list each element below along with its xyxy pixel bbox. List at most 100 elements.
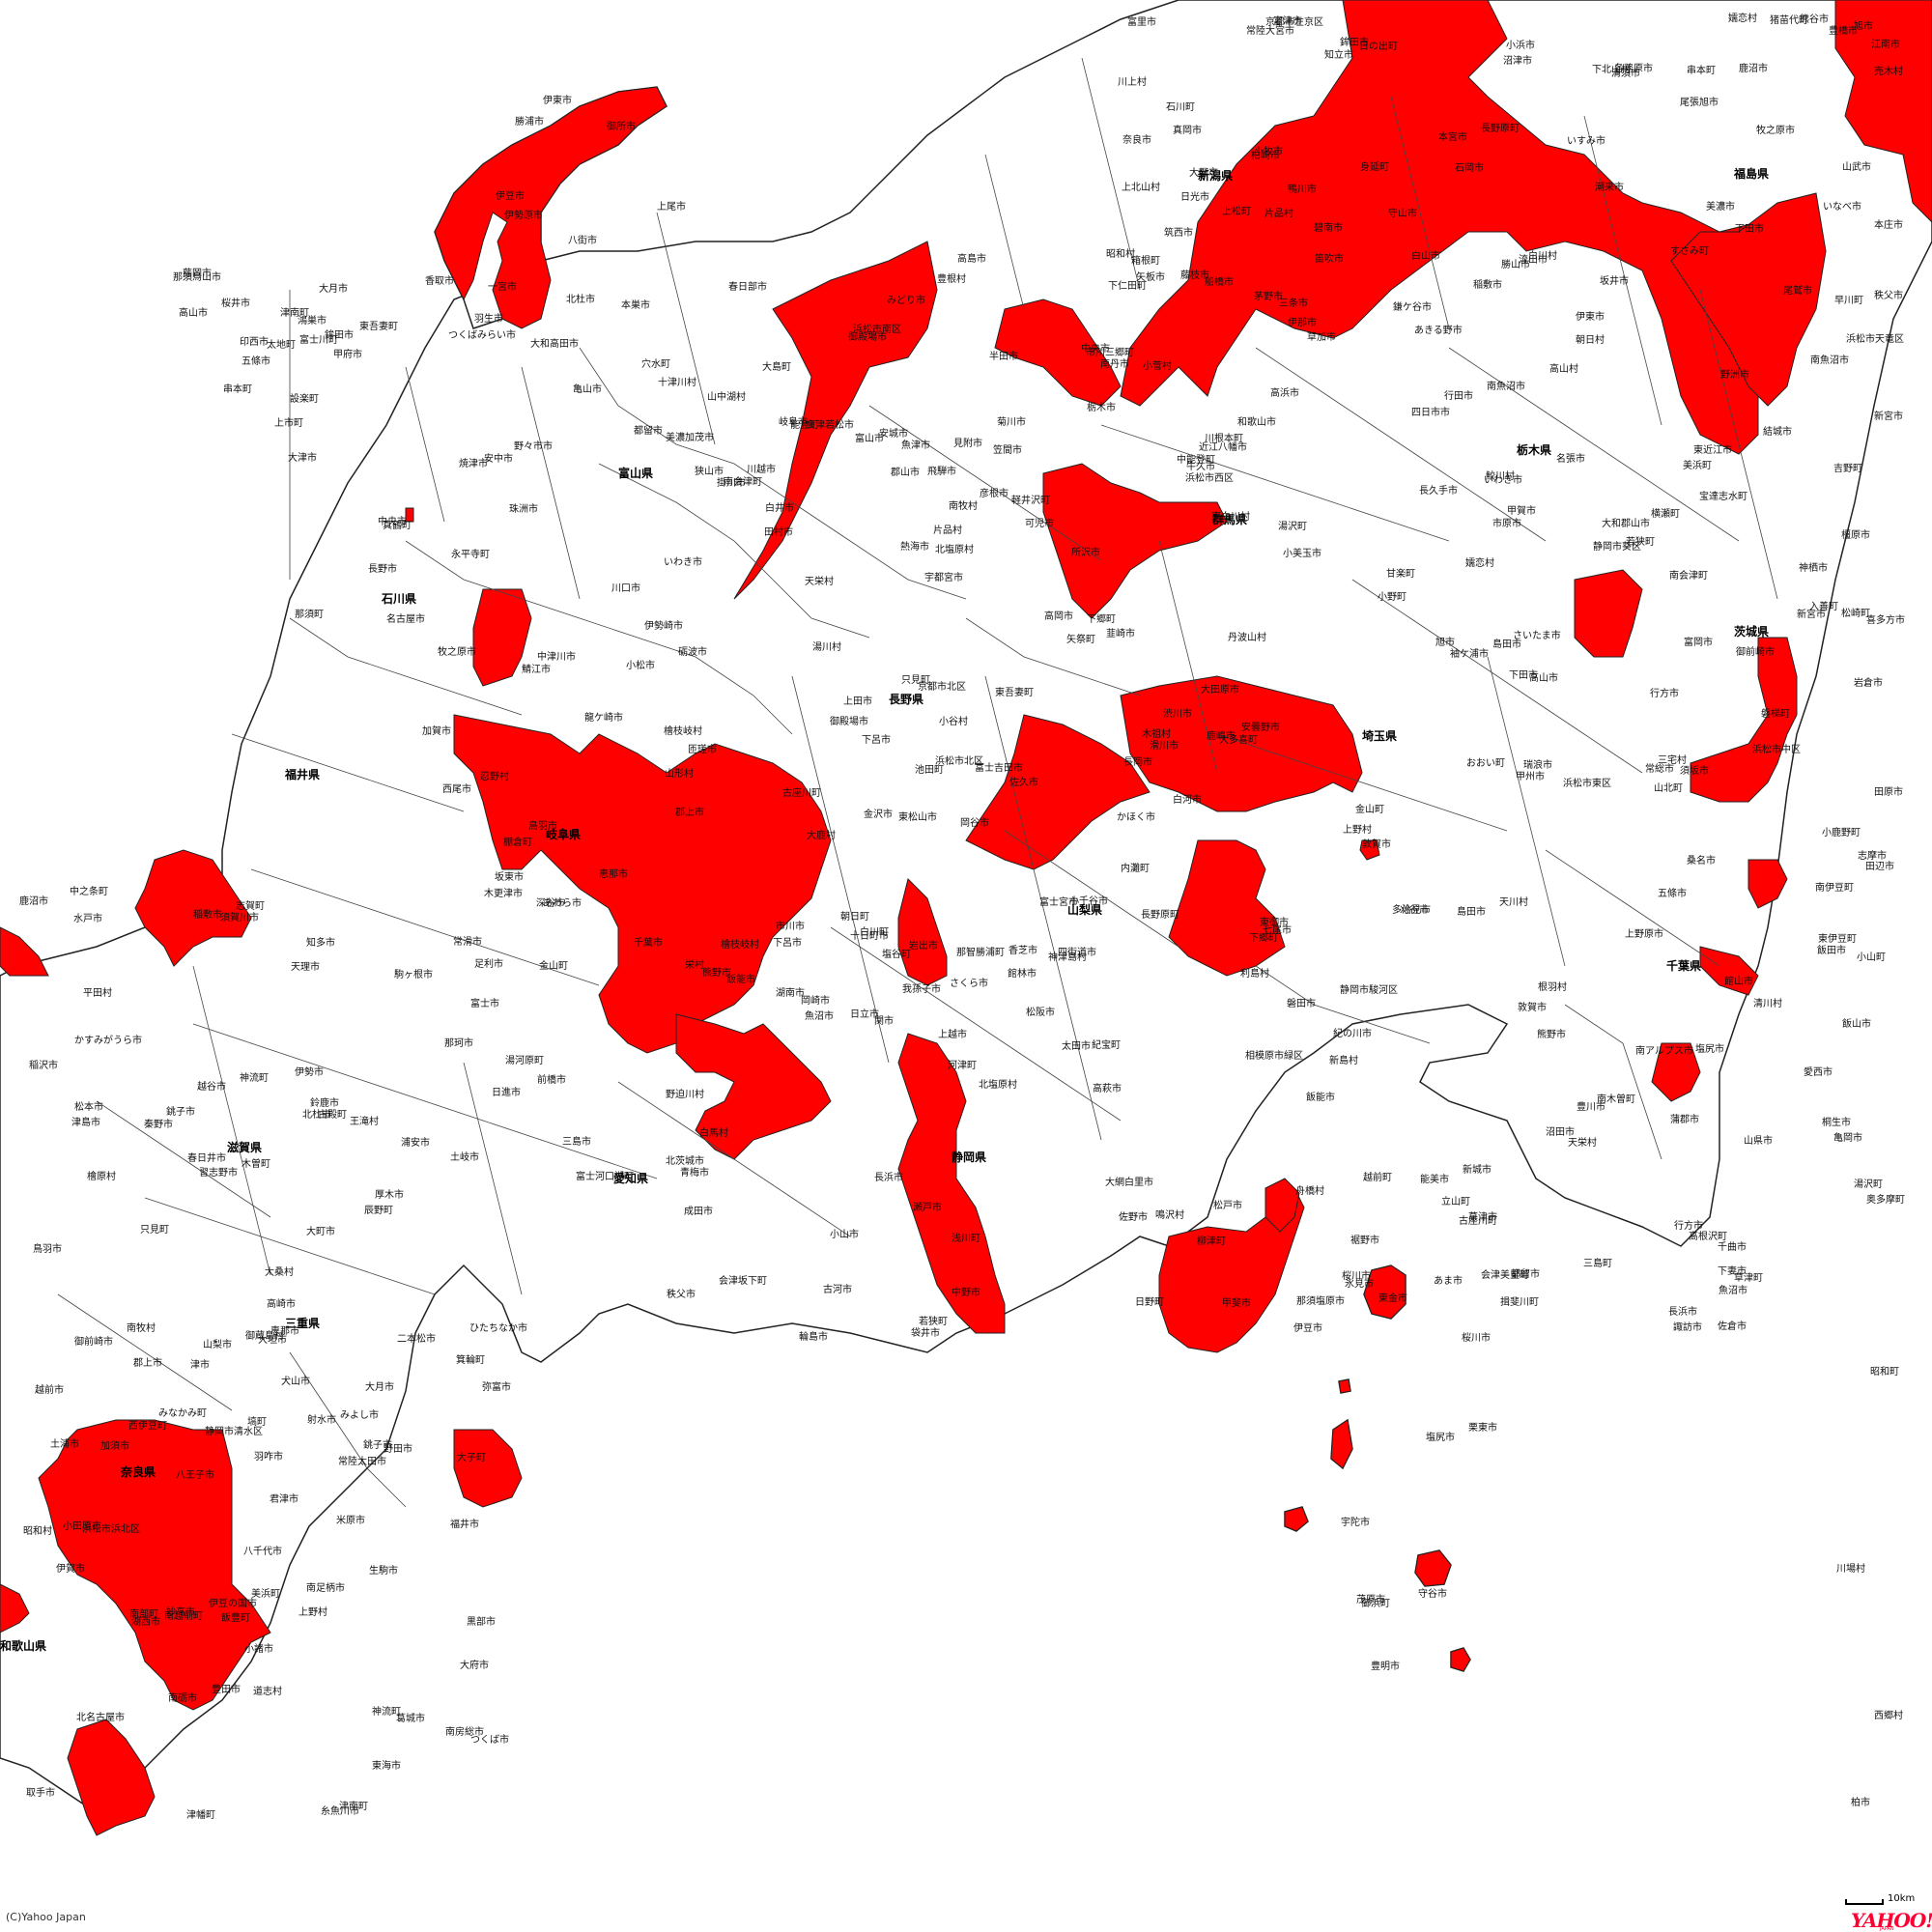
municipality-label: 橿原市 <box>1841 528 1870 541</box>
municipality-label: 中野市 <box>952 1286 980 1298</box>
municipality-label: 土岐市 <box>450 1151 479 1163</box>
municipality-label: 長浜市 <box>874 1171 903 1183</box>
municipality-label: 福井市 <box>450 1518 479 1530</box>
municipality-label: 前橋市 <box>537 1073 566 1086</box>
municipality-label: 美浜町 <box>251 1587 280 1600</box>
municipality-label: 舟橋村 <box>1295 1184 1324 1197</box>
municipality-label: 飯能市 <box>726 973 755 985</box>
municipality-label: 小田原市 <box>63 1520 101 1532</box>
municipality-label: 尾鷲市 <box>1783 284 1812 297</box>
municipality-label: 新宮市 <box>1874 410 1903 422</box>
municipality-label: 上越市 <box>938 1028 967 1040</box>
municipality-label: 高根沢町 <box>1689 1230 1727 1242</box>
municipality-label: 小菅村 <box>1143 359 1172 372</box>
municipality-label: 栄村 <box>685 958 704 971</box>
municipality-label: 稲敷市 <box>1473 278 1502 291</box>
municipality-label: 栗東市 <box>1468 1421 1497 1434</box>
municipality-label: 上野原市 <box>1625 927 1663 940</box>
municipality-label: 岡崎市 <box>801 994 830 1007</box>
municipality-label: 千葉市 <box>634 936 663 949</box>
municipality-label: 宝達志水町 <box>1699 490 1747 502</box>
municipality-label: 長久手市 <box>1419 484 1458 497</box>
municipality-label: 大網白里市 <box>1105 1176 1153 1188</box>
municipality-label: 上野村 <box>298 1605 327 1618</box>
municipality-label: 伊勢市 <box>295 1065 324 1078</box>
municipality-label: 大和郡山市 <box>1602 517 1650 529</box>
municipality-label: 長岡市 <box>1123 755 1152 768</box>
municipality-label: 浜松市北区 <box>935 754 983 767</box>
municipality-label: 和歌山市 <box>1237 415 1276 428</box>
municipality-label: 柏市 <box>1851 1796 1870 1808</box>
municipality-label: 箕輪町 <box>456 1353 485 1366</box>
municipality-label: 銚子市 <box>363 1438 392 1451</box>
municipality-label: 熊野市 <box>702 966 731 979</box>
municipality-label: 石川町 <box>1166 102 1195 113</box>
municipality-label: いすみ市 <box>1567 134 1605 147</box>
municipality-label: 笠間市 <box>993 443 1022 456</box>
municipality-label: 津南町 <box>339 1800 368 1812</box>
municipality-label: 清須市 <box>1611 67 1640 79</box>
municipality-label: 那須烏山市 <box>173 270 221 283</box>
municipality-label: 豊明市 <box>1371 1660 1400 1672</box>
municipality-label: 北杜市 <box>302 1108 331 1121</box>
municipality-label: 鉾田市 <box>325 328 354 341</box>
municipality-label: 蒲郡市 <box>1670 1113 1699 1125</box>
municipality-label: 白山市 <box>1411 249 1440 262</box>
municipality-label: 小諸市 <box>244 1642 273 1655</box>
municipality-label: 上野村 <box>1343 823 1372 836</box>
municipality-label: 天川村 <box>1499 895 1528 908</box>
municipality-label: 伊勢原市 <box>504 209 543 221</box>
municipality-label: 羽咋市 <box>254 1450 283 1463</box>
municipality-label: 富士宮市 <box>1039 895 1078 908</box>
municipality-label: 牧之原市 <box>438 645 476 658</box>
municipality-label: 伊勢崎市 <box>644 619 683 632</box>
municipality-label: 伊東市 <box>1576 310 1605 323</box>
municipality-label: 妙高市 <box>166 1605 195 1618</box>
municipality-label: みどり市 <box>887 294 925 306</box>
pref-label-fukushima: 福島県 <box>1733 166 1769 181</box>
municipality-label: 入善町 <box>1809 600 1838 612</box>
municipality-label: 柏崎市 <box>1251 149 1280 161</box>
municipality-label: 王滝村 <box>350 1115 379 1127</box>
region-mikurajima <box>1450 1647 1471 1672</box>
pref-label-wakayama: 和歌山県 <box>0 1638 46 1653</box>
municipality-label: 南足柄市 <box>306 1581 345 1594</box>
municipality-label: 下呂市 <box>773 936 802 949</box>
municipality-label: 喜多方市 <box>1866 613 1905 626</box>
municipality-label: 片品村 <box>933 524 962 536</box>
region-choshi <box>1747 859 1788 909</box>
municipality-label: 南魚沼市 <box>1810 354 1849 366</box>
municipality-label: 木更津市 <box>484 887 523 899</box>
municipality-label: 野迫川村 <box>666 1088 704 1100</box>
municipality-label: みなかみ町 <box>158 1407 207 1419</box>
municipality-label: 川場村 <box>1836 1562 1865 1575</box>
municipality-label: 小牧市 <box>1254 145 1283 157</box>
municipality-label: 神流町 <box>240 1071 269 1084</box>
municipality-label: 小浜市 <box>1506 39 1535 51</box>
municipality-label: 常陸太田市 <box>338 1455 386 1467</box>
region-shirakawa-go <box>472 588 532 687</box>
municipality-label: 高萩市 <box>1093 1082 1122 1094</box>
municipality-label: 箱根町 <box>1131 254 1160 267</box>
municipality-label: 潮来市 <box>1595 181 1624 193</box>
municipality-label: 塙町 <box>247 1415 267 1428</box>
region-izu-east <box>1264 1178 1300 1233</box>
municipality-label: 桜井市 <box>221 297 250 309</box>
municipality-label: 那智勝浦町 <box>956 946 1005 958</box>
municipality-label: 上北山村 <box>1122 181 1160 193</box>
municipality-label: さくら市 <box>950 977 988 989</box>
region-noto <box>434 86 668 329</box>
municipality-label: 天栄村 <box>1568 1136 1597 1149</box>
prefecture-labels: 新潟県 富山県 石川県 福井県 長野県 岐阜県 群馬県 栃木県 福島県 茨城県 … <box>0 166 1769 1653</box>
municipality-label: 柳津町 <box>1197 1235 1226 1247</box>
municipality-label: 市原市 <box>1492 517 1521 529</box>
municipality-label: 内灘町 <box>1121 862 1150 874</box>
municipality-label: 犬山市 <box>281 1375 310 1387</box>
municipality-label: 小松市 <box>626 659 655 671</box>
municipality-label: 伊豆の国市 <box>209 1597 257 1609</box>
municipality-label: 御殿場市 <box>848 330 887 343</box>
municipality-label: 岩倉市 <box>1854 676 1883 689</box>
municipality-label: 南木曽町 <box>1597 1093 1635 1105</box>
municipality-label: 湯河原町 <box>505 1054 544 1066</box>
municipality-label: 岡谷市 <box>960 816 989 829</box>
